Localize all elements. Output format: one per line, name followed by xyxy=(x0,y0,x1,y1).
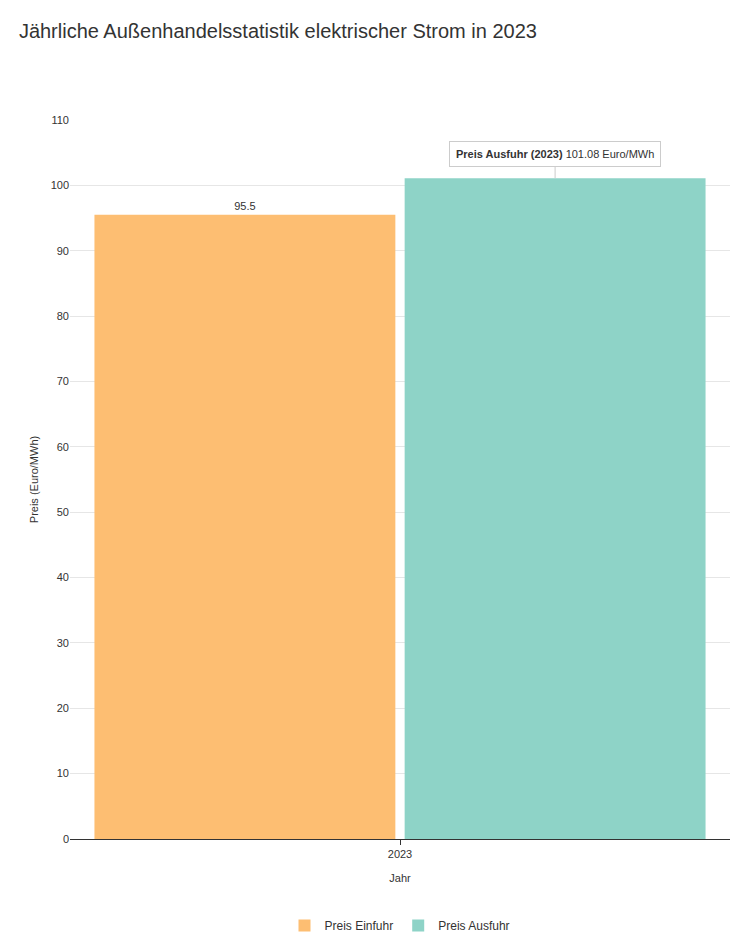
svg-text:50: 50 xyxy=(57,506,69,518)
svg-text:10: 10 xyxy=(57,767,69,779)
svg-text:110: 110 xyxy=(51,114,69,126)
svg-text:20: 20 xyxy=(57,702,69,714)
svg-text:Preis (Euro/MWh): Preis (Euro/MWh) xyxy=(28,436,40,523)
svg-text:90: 90 xyxy=(57,245,69,257)
svg-text:Preis Ausfuhr: Preis Ausfuhr xyxy=(438,919,509,933)
svg-text:Preis Ausfuhr (2023) 101.08 Eu: Preis Ausfuhr (2023) 101.08 Euro/MWh xyxy=(456,148,654,160)
svg-text:100: 100 xyxy=(51,179,69,191)
svg-text:95.5: 95.5 xyxy=(234,200,255,212)
svg-text:Preis Einfuhr: Preis Einfuhr xyxy=(325,919,394,933)
svg-text:70: 70 xyxy=(57,375,69,387)
svg-text:40: 40 xyxy=(57,571,69,583)
svg-text:2023: 2023 xyxy=(388,848,412,860)
svg-text:Jahr: Jahr xyxy=(389,872,411,884)
svg-text:80: 80 xyxy=(57,310,69,322)
svg-text:Jährliche Außenhandelsstatisti: Jährliche Außenhandelsstatistik elektris… xyxy=(19,20,537,42)
svg-text:60: 60 xyxy=(57,441,69,453)
svg-text:0: 0 xyxy=(63,833,69,845)
svg-text:30: 30 xyxy=(57,637,69,649)
